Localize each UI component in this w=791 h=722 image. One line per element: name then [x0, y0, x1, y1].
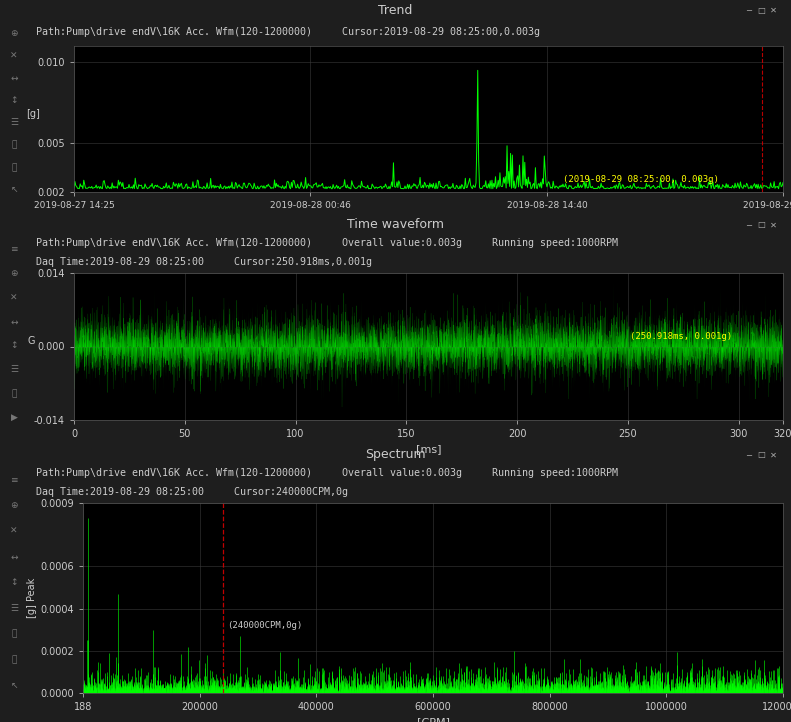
X-axis label: [CPM]: [CPM]	[417, 718, 449, 722]
Text: □: □	[757, 220, 765, 230]
Text: ☰: ☰	[10, 365, 18, 374]
Text: ✋: ✋	[11, 163, 17, 172]
Text: ↖: ↖	[10, 186, 17, 194]
Text: ✕: ✕	[10, 293, 17, 303]
Text: ✕: ✕	[770, 6, 777, 14]
Text: ☰: ☰	[10, 604, 18, 613]
Text: ⌕: ⌕	[11, 630, 17, 638]
Text: □: □	[757, 6, 765, 14]
Text: ↕: ↕	[10, 578, 17, 587]
Text: ↖: ↖	[10, 681, 17, 690]
Text: Spectrum: Spectrum	[365, 448, 426, 461]
Text: ─: ─	[746, 451, 751, 459]
Text: ─: ─	[746, 220, 751, 230]
Text: ⊕: ⊕	[10, 29, 17, 38]
Text: ⊕: ⊕	[10, 269, 17, 278]
Text: ↕: ↕	[10, 96, 17, 105]
Text: ✕: ✕	[10, 51, 17, 61]
Text: ↔: ↔	[10, 74, 17, 83]
Text: ≡: ≡	[10, 476, 17, 485]
Text: Trend: Trend	[378, 4, 413, 17]
X-axis label: [ms]: [ms]	[416, 445, 441, 455]
Text: (240000CPM,0g): (240000CPM,0g)	[228, 620, 303, 630]
Y-axis label: [g]: [g]	[26, 109, 40, 119]
Text: Path:Pump\drive endV\16K Acc. Wfm(120-1200000)     Overall value:0.003g     Runn: Path:Pump\drive endV\16K Acc. Wfm(120-12…	[36, 238, 618, 248]
Text: ↔: ↔	[10, 552, 17, 562]
Text: ⌕: ⌕	[11, 141, 17, 149]
Text: (250.918ms, 0.001g): (250.918ms, 0.001g)	[630, 331, 732, 341]
Text: ↕: ↕	[10, 342, 17, 350]
Y-axis label: [g] Peak: [g] Peak	[28, 578, 37, 618]
Text: ✋: ✋	[11, 655, 17, 664]
Text: ▶: ▶	[10, 414, 17, 422]
Text: ↔: ↔	[10, 317, 17, 326]
Text: ✕: ✕	[770, 220, 777, 230]
Text: ⌕: ⌕	[11, 389, 17, 399]
Text: ─: ─	[746, 6, 751, 14]
Text: Path:Pump\drive endV\16K Acc. Wfm(120-1200000)     Cursor:2019-08-29 08:25:00,0.: Path:Pump\drive endV\16K Acc. Wfm(120-12…	[36, 27, 539, 37]
Text: ✕: ✕	[10, 527, 17, 536]
Text: ✕: ✕	[770, 451, 777, 459]
Text: Daq Time:2019-08-29 08:25:00     Cursor:240000CPM,0g: Daq Time:2019-08-29 08:25:00 Cursor:2400…	[36, 487, 347, 497]
Text: Time waveform: Time waveform	[347, 219, 444, 232]
Text: (2019-08-29 08:25:00, 0.003g): (2019-08-29 08:25:00, 0.003g)	[563, 175, 719, 184]
Text: Path:Pump\drive endV\16K Acc. Wfm(120-1200000)     Overall value:0.003g     Runn: Path:Pump\drive endV\16K Acc. Wfm(120-12…	[36, 469, 618, 479]
Y-axis label: G: G	[28, 336, 35, 347]
Text: ☰: ☰	[10, 118, 18, 127]
Text: ⊕: ⊕	[10, 502, 17, 510]
Text: □: □	[757, 451, 765, 459]
Text: Daq Time:2019-08-29 08:25:00     Cursor:250.918ms,0.001g: Daq Time:2019-08-29 08:25:00 Cursor:250.…	[36, 257, 372, 267]
Text: ≡: ≡	[10, 245, 17, 254]
